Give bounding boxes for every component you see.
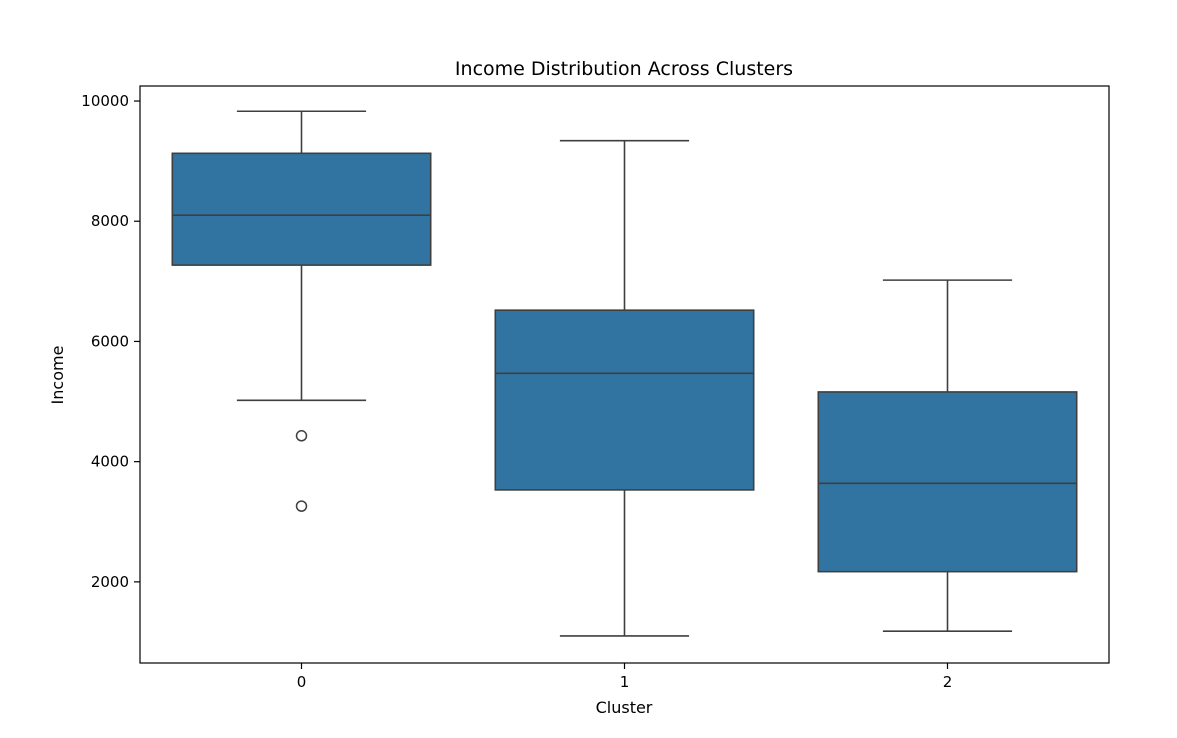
outlier-point	[295, 430, 308, 442]
x-tick-label: 0	[297, 673, 307, 691]
boxes-layer	[171, 110, 1078, 637]
y-tick-label: 4000	[91, 453, 129, 471]
y-tick-label: 2000	[91, 573, 129, 591]
x-axis: 0 1 2	[297, 663, 953, 691]
x-tick-label: 1	[620, 673, 630, 691]
y-axis: 2000 4000 6000 8000 10000	[81, 92, 140, 591]
outlier-point	[295, 500, 308, 512]
box-iqr	[494, 309, 755, 491]
box-group-cluster-2	[817, 279, 1078, 632]
y-axis-label: Income	[48, 346, 67, 405]
box-iqr	[817, 391, 1078, 573]
x-axis-label: Cluster	[596, 698, 653, 717]
chart-title: Income Distribution Across Clusters	[455, 58, 793, 80]
y-tick-label: 8000	[91, 212, 129, 230]
x-tick-label: 2	[943, 673, 953, 691]
box-group-cluster-0	[171, 110, 432, 512]
box-iqr	[171, 152, 432, 266]
y-tick-label: 6000	[91, 332, 129, 350]
box-group-cluster-1	[494, 139, 755, 637]
y-tick-label: 10000	[81, 92, 129, 110]
